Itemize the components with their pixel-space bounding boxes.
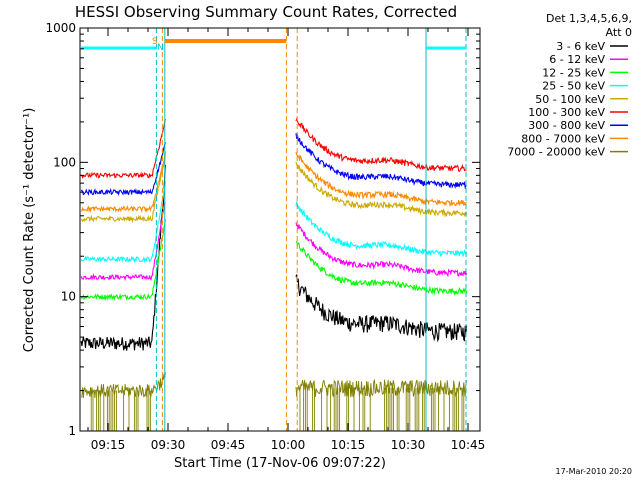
legend-label: 12 - 25 keV	[542, 66, 605, 79]
legend-label: 6 - 12 keV	[549, 53, 605, 66]
legend-label: 100 - 300 keV	[528, 106, 605, 119]
series-3	[80, 219, 468, 302]
series-4-segment-1	[80, 181, 166, 264]
series-6	[80, 116, 467, 179]
series-1-segment-1	[80, 164, 166, 351]
x-axis-label: Start Time (17-Nov-06 09:07:22)	[174, 456, 386, 471]
series-5	[80, 153, 468, 223]
x-tick-label: 09:45	[211, 438, 246, 452]
x-tick-label: 10:30	[391, 438, 426, 452]
legend-label: 7000 - 20000 keV	[507, 146, 605, 159]
series-6-segment-1	[80, 118, 166, 179]
marker-label: S	[152, 37, 158, 47]
series-6-segment-2	[295, 116, 467, 173]
series-4-segment-2	[295, 200, 468, 258]
chart-title: HESSI Observing Summary Count Rates, Cor…	[75, 3, 457, 21]
legend-label: 300 - 800 keV	[528, 119, 605, 132]
y-tick-label: 10	[61, 290, 76, 304]
x-tick-label: 10:15	[331, 438, 366, 452]
y-axis-label: Corrected Count Rate (s⁻¹ detector⁻¹)	[22, 108, 37, 353]
legend-label: 800 - 7000 keV	[521, 132, 605, 145]
series-3-segment-2	[295, 240, 468, 297]
series-1-segment-2	[295, 274, 468, 343]
series-2	[80, 201, 468, 282]
series-3-segment-1	[80, 219, 166, 302]
marker-label: N	[157, 43, 164, 53]
series-7-segment-2	[295, 133, 467, 190]
x-tick-label: 09:15	[91, 438, 126, 452]
legend-label: 25 - 50 keV	[542, 80, 605, 93]
legend-header-line-1: Det 1,3,4,5,6,9,	[546, 12, 632, 25]
chart-marks: SN	[80, 27, 480, 432]
series-7	[80, 133, 467, 197]
legend-label: 50 - 100 keV	[535, 93, 605, 106]
series-8-segment-1	[81, 151, 166, 214]
series-1	[80, 164, 468, 351]
y-tick-label: 1000	[45, 21, 76, 35]
x-tick-label: 10:00	[271, 438, 306, 452]
series-8	[81, 151, 468, 214]
legend-label: 3 - 6 keV	[556, 40, 605, 53]
x-tick-label: 09:30	[151, 438, 186, 452]
y-tick-label: 100	[53, 155, 76, 169]
series-8-segment-2	[295, 151, 468, 207]
series-4	[80, 181, 468, 264]
series-5-segment-2	[295, 161, 468, 218]
y-tick-label: 1	[68, 424, 76, 438]
x-tick-label: 10:45	[451, 438, 486, 452]
series-7-segment-1	[80, 142, 166, 197]
series-5-segment-1	[80, 153, 166, 223]
legend-header-line-2: Att 0	[606, 26, 632, 39]
plot-frame	[79, 27, 481, 432]
series-2-segment-1	[80, 201, 166, 282]
series-2-segment-2	[295, 222, 468, 278]
footer-date: 17-Mar-2010 20:20	[556, 467, 633, 476]
